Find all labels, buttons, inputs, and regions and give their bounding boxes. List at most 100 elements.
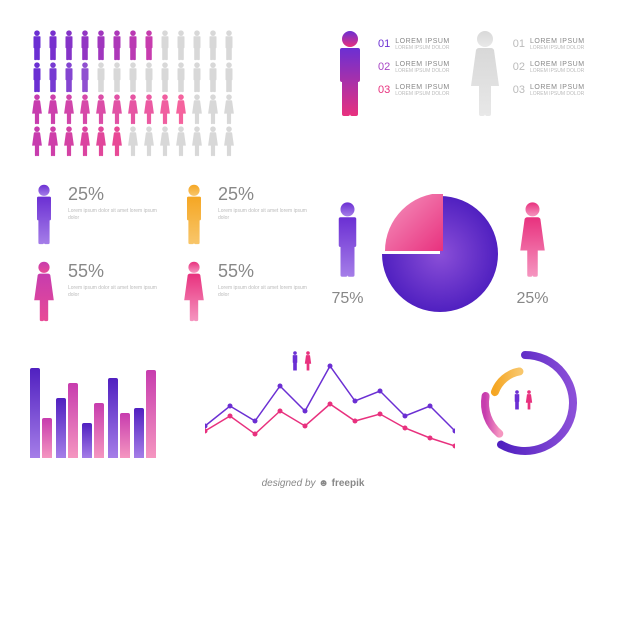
male-icon	[30, 184, 58, 246]
bar-b	[68, 383, 78, 458]
female-icon	[78, 126, 92, 154]
female-icon	[94, 94, 108, 122]
female-icon	[190, 94, 204, 122]
male-icon	[158, 62, 172, 90]
pct-desc: Lorem ipsum dolor sit amet lorem ipsum d…	[218, 285, 310, 299]
line-legend	[290, 351, 313, 373]
bar-b	[120, 413, 130, 458]
male-icon	[142, 30, 156, 58]
male-icon	[30, 30, 44, 58]
item-number: 03	[378, 84, 390, 96]
male-icon	[512, 390, 522, 412]
female-icon	[94, 126, 108, 154]
item-subtitle: LOREM IPSUM DOLOR	[530, 91, 585, 97]
item-number: 01	[513, 38, 525, 50]
female-icon	[206, 94, 220, 122]
female-icon	[158, 94, 172, 122]
male-icon	[62, 30, 76, 58]
item-number: 02	[378, 61, 390, 73]
male-icon	[222, 30, 236, 58]
line-chart	[205, 356, 455, 458]
male-icon	[62, 62, 76, 90]
bar-chart	[30, 368, 190, 458]
list-item: 03 LOREM IPSUMLOREM IPSUM DOLOR	[378, 84, 450, 97]
item-title: LOREM IPSUM	[395, 61, 450, 68]
pct-item: 55% Lorem ipsum dolor sit amet lorem ips…	[30, 261, 160, 323]
item-title: LOREM IPSUM	[530, 38, 585, 45]
item-title: LOREM IPSUM	[530, 84, 585, 91]
male-icon	[126, 62, 140, 90]
list-item: 01 LOREM IPSUMLOREM IPSUM DOLOR	[513, 38, 585, 51]
female-icon	[30, 94, 44, 122]
item-subtitle: LOREM IPSUM DOLOR	[530, 68, 585, 74]
male-icon	[126, 30, 140, 58]
female-icon	[174, 94, 188, 122]
male-icon	[94, 62, 108, 90]
bar-a	[30, 368, 40, 458]
pct-value: 55%	[218, 261, 310, 282]
pct-desc: Lorem ipsum dolor sit amet lorem ipsum d…	[218, 208, 310, 222]
male-icon	[78, 62, 92, 90]
bar-group	[108, 378, 130, 458]
bar-a	[56, 398, 66, 458]
people-pictogram-grid	[30, 30, 310, 154]
female-icon	[62, 126, 76, 154]
item-title: LOREM IPSUM	[530, 61, 585, 68]
male-icon	[190, 30, 204, 58]
male-icon	[46, 62, 60, 90]
female-icon	[62, 94, 76, 122]
female-icon	[126, 126, 140, 154]
female-icon	[206, 126, 220, 154]
item-title: LOREM IPSUM	[395, 84, 450, 91]
female-icon	[303, 351, 313, 373]
bar-group	[134, 370, 156, 458]
female-icon	[46, 126, 60, 154]
female-icon	[515, 200, 550, 282]
pie-male-label: 75%	[331, 290, 363, 308]
item-subtitle: LOREM IPSUM DOLOR	[395, 68, 450, 74]
bar-a	[82, 423, 92, 458]
list-item: 02 LOREM IPSUMLOREM IPSUM DOLOR	[513, 61, 585, 74]
male-icon	[330, 30, 370, 120]
male-icon	[222, 62, 236, 90]
pie-section: 75% 25%	[330, 184, 596, 323]
bar-group	[56, 383, 78, 458]
item-number: 02	[513, 61, 525, 73]
bar-a	[134, 408, 144, 458]
female-icon	[110, 94, 124, 122]
female-icon	[222, 126, 236, 154]
female-icon	[110, 126, 124, 154]
pct-value: 25%	[218, 184, 310, 205]
bar-b	[42, 418, 52, 458]
female-icon	[222, 94, 236, 122]
bar-group	[30, 368, 52, 458]
male-icon	[110, 30, 124, 58]
donut-legend	[512, 390, 534, 412]
item-subtitle: LOREM IPSUM DOLOR	[395, 45, 450, 51]
pct-desc: Lorem ipsum dolor sit amet lorem ipsum d…	[68, 208, 160, 222]
female-icon	[78, 94, 92, 122]
male-icon	[330, 200, 365, 282]
female-icon	[30, 126, 44, 154]
bar-b	[94, 403, 104, 458]
female-icon	[126, 94, 140, 122]
pct-item: 25% Lorem ipsum dolor sit amet lorem ips…	[30, 184, 160, 246]
male-icon	[158, 30, 172, 58]
pct-value: 55%	[68, 261, 160, 282]
male-icon	[46, 30, 60, 58]
male-icon	[180, 184, 208, 246]
female-icon	[46, 94, 60, 122]
footer-credit: designed by ☻ freepik	[30, 478, 596, 489]
item-subtitle: LOREM IPSUM DOLOR	[530, 45, 585, 51]
item-number: 01	[378, 38, 390, 50]
female-icon	[142, 94, 156, 122]
female-icon	[158, 126, 172, 154]
female-icon	[524, 390, 534, 412]
pct-item: 25% Lorem ipsum dolor sit amet lorem ips…	[180, 184, 310, 246]
male-icon	[110, 62, 124, 90]
male-icon	[174, 30, 188, 58]
item-number: 03	[513, 84, 525, 96]
female-icon	[30, 261, 58, 323]
male-icon	[290, 351, 300, 373]
pct-value: 25%	[68, 184, 160, 205]
